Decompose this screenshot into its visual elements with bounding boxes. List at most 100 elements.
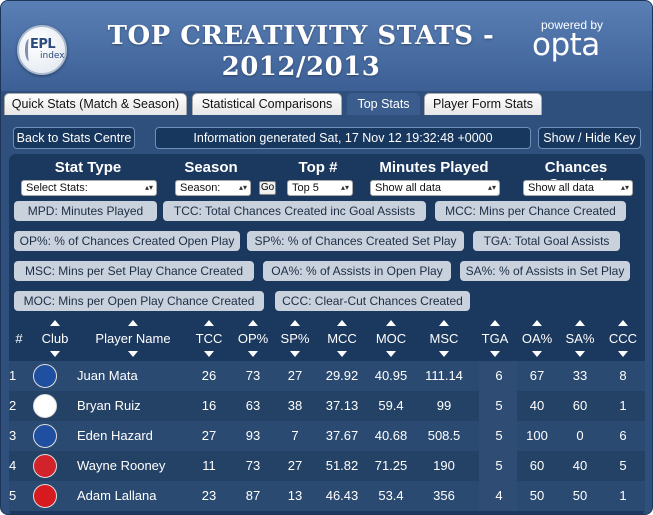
cell-sa: 33 <box>572 368 588 383</box>
cell-player-name[interactable]: Bryan Ruiz <box>77 398 141 413</box>
sort-ascending-icon[interactable] <box>439 320 449 326</box>
chances-created-select-value: Show all data <box>528 182 595 194</box>
tab-top-stats[interactable]: Top Stats <box>347 93 420 115</box>
select-arrows-icon: ▴▾ <box>487 183 496 192</box>
cell-player-name[interactable]: Eden Hazard <box>77 428 153 443</box>
column-header-sp[interactable]: SP% <box>280 331 310 346</box>
key-mpd: MPD: Minutes Played <box>14 201 157 221</box>
table-row[interactable]: 4 Wayne Rooney 11 73 27 51.82 71.25 190 5 60 40 5 <box>9 451 645 481</box>
cell-oa: 50 <box>529 488 545 503</box>
tab-player-form-stats[interactable]: Player Form Stats <box>424 93 542 115</box>
sort-ascending-icon[interactable] <box>290 320 300 326</box>
show-hide-key-button[interactable]: Show / Hide Key <box>538 127 641 149</box>
sort-descending-icon[interactable] <box>386 351 396 357</box>
sort-descending-icon[interactable] <box>128 351 138 357</box>
cell-tcc: 23 <box>201 488 217 503</box>
cell-msc: 99 <box>436 398 452 413</box>
column-header-tga[interactable]: TGA <box>481 331 509 346</box>
cell-moc: 59.4 <box>378 398 404 413</box>
sort-descending-icon[interactable] <box>204 351 214 357</box>
epl-index-logo[interactable]: EPL index <box>17 25 67 75</box>
top-number-select[interactable]: Top 5 ▴▾ <box>287 180 353 196</box>
logo-text-index: index <box>40 51 65 61</box>
logo-swoosh-icon <box>25 39 33 61</box>
key-ccc: CCC: Clear-Cut Chances Created <box>275 291 470 311</box>
cell-tcc: 11 <box>202 458 216 473</box>
cell-oa: 40 <box>529 398 545 413</box>
cell-player-name[interactable]: Wayne Rooney <box>77 458 166 473</box>
table-row[interactable]: 3 Eden Hazard 27 93 7 37.67 40.68 508.5 5 100 0 6 <box>9 421 645 451</box>
column-header-oa[interactable]: OA% <box>521 331 553 346</box>
season-select[interactable]: Season: ▴▾ <box>175 180 251 196</box>
key-tcc: TCC: Total Chances Created inc Goal Assi… <box>163 201 426 221</box>
column-header-sa[interactable]: SA% <box>565 331 595 346</box>
select-arrows-icon: ▴▾ <box>238 183 247 192</box>
column-header-moc[interactable]: MOC <box>375 331 407 346</box>
sort-ascending-icon[interactable] <box>575 320 585 326</box>
sort-ascending-icon[interactable] <box>128 320 138 326</box>
cell-rank: 2 <box>9 398 17 413</box>
cell-mcc: 51.82 <box>325 458 359 473</box>
sort-ascending-icon[interactable] <box>248 320 258 326</box>
club-badge-icon <box>33 424 57 448</box>
select-arrows-icon: ▴▾ <box>144 183 153 192</box>
cell-moc: 71.25 <box>374 458 408 473</box>
column-header-mcc[interactable]: MCC <box>327 331 357 346</box>
season-go-button[interactable]: Go <box>259 181 276 195</box>
table-row[interactable]: 1 Juan Mata 26 73 27 29.92 40.95 111.14 6 67 33 8 <box>9 361 645 391</box>
column-header-op[interactable]: OP% <box>237 331 269 346</box>
column-header-rank: # <box>15 331 23 346</box>
cell-msc: 508.5 <box>427 428 461 443</box>
club-badge-icon <box>33 364 57 388</box>
tab-quick-stats[interactable]: Quick Stats (Match & Season) <box>4 93 187 115</box>
column-header-ccc[interactable]: CCC <box>608 331 638 346</box>
table-row[interactable]: 5 Adam Lallana 23 87 13 46.43 53.4 356 4 50 50 1 <box>9 481 645 511</box>
key-mcc: MCC: Mins per Chance Created <box>435 201 626 221</box>
cell-player-name[interactable]: Juan Mata <box>77 368 138 383</box>
sort-descending-icon[interactable] <box>532 351 542 357</box>
cell-sp: 27 <box>287 368 303 383</box>
cell-tga: 5 <box>495 428 503 443</box>
column-header-player[interactable]: Player Name <box>95 331 171 346</box>
sort-ascending-icon[interactable] <box>337 320 347 326</box>
cell-tga: 4 <box>495 488 503 503</box>
sort-ascending-icon[interactable] <box>532 320 542 326</box>
sort-ascending-icon[interactable] <box>50 320 60 326</box>
sort-ascending-icon[interactable] <box>490 320 500 326</box>
chances-created-select[interactable]: Show all data ▴▾ <box>523 180 633 196</box>
sort-ascending-icon[interactable] <box>386 320 396 326</box>
cell-op: 73 <box>245 368 261 383</box>
cell-sp: 38 <box>287 398 303 413</box>
sort-descending-icon[interactable] <box>50 351 60 357</box>
cell-sp: 7 <box>291 428 299 443</box>
table-row[interactable]: 2 Bryan Ruiz 16 63 38 37.13 59.4 99 5 40 60 1 <box>9 391 645 421</box>
sort-ascending-icon[interactable] <box>204 320 214 326</box>
minutes-played-select[interactable]: Show all data ▴▾ <box>370 180 500 196</box>
cell-tcc: 26 <box>201 368 217 383</box>
club-badge-icon <box>33 484 57 508</box>
column-header-club[interactable]: Club <box>41 331 69 346</box>
column-header-tcc[interactable]: TCC <box>195 331 223 346</box>
sort-descending-icon[interactable] <box>575 351 585 357</box>
page-title-line2: 2012/2013 <box>221 52 381 82</box>
sort-ascending-icon[interactable] <box>618 320 628 326</box>
sort-descending-icon[interactable] <box>618 351 628 357</box>
sort-descending-icon[interactable] <box>439 351 449 357</box>
cell-player-name[interactable]: Adam Lallana <box>77 488 157 503</box>
stat-type-select-value: Select Stats: <box>26 182 88 194</box>
sort-descending-icon[interactable] <box>337 351 347 357</box>
club-badge-icon <box>33 454 57 478</box>
tab-statistical-comparisons[interactable]: Statistical Comparisons <box>192 93 342 115</box>
select-arrows-icon: ▴▾ <box>620 183 629 192</box>
sort-descending-icon[interactable] <box>490 351 500 357</box>
column-header-msc[interactable]: MSC <box>429 331 459 346</box>
stat-type-select[interactable]: Select Stats: ▴▾ <box>21 180 157 196</box>
page-title: TOP CREATIVITY STATS - 2012/2013 <box>101 21 501 83</box>
back-to-stats-centre-button[interactable]: Back to Stats Centre <box>13 127 135 149</box>
cell-rank: 4 <box>9 458 17 473</box>
sort-descending-icon[interactable] <box>290 351 300 357</box>
cell-tga: 5 <box>495 398 503 413</box>
cell-ccc: 1 <box>619 398 627 413</box>
sort-descending-icon[interactable] <box>248 351 258 357</box>
